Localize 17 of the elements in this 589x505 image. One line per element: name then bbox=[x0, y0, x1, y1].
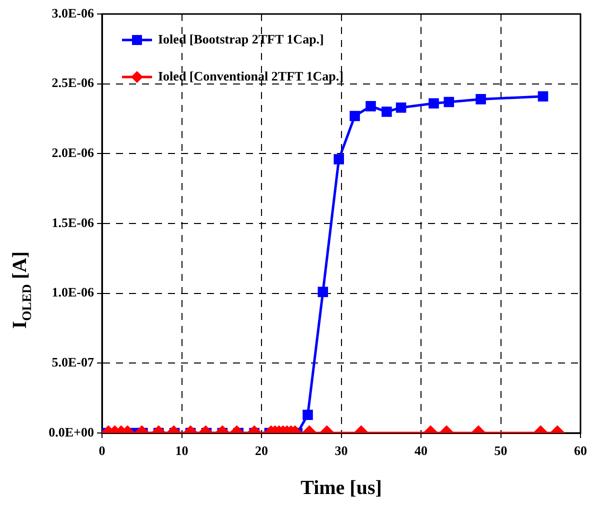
x-tick-label: 60 bbox=[574, 442, 587, 458]
x-tick-label: 20 bbox=[255, 442, 268, 458]
legend-label: Ioled [Bootstrap 2TFT 1Cap.] bbox=[158, 31, 324, 46]
x-tick-label: 0 bbox=[98, 442, 106, 458]
y-tick-label: 2.5E-06 bbox=[52, 75, 94, 90]
x-axis-title: Time [us] bbox=[300, 477, 382, 500]
y-tick-label: 0.0E+00 bbox=[48, 424, 94, 440]
y-tick-label: 1.0E-06 bbox=[52, 284, 94, 300]
x-tick-label: 10 bbox=[175, 442, 188, 458]
x-tick-label: 30 bbox=[334, 442, 348, 458]
y-tick-label: 5.0E-07 bbox=[52, 354, 94, 370]
x-tick-label: 40 bbox=[414, 442, 428, 458]
y-tick-label: 2.0E-06 bbox=[52, 145, 94, 160]
y-tick-label: 3.0E-06 bbox=[52, 5, 94, 20]
x-tick-label: 50 bbox=[494, 442, 508, 458]
y-tick-label: 1.5E-06 bbox=[52, 214, 94, 230]
legend-label: Ioled [Conventional 2TFT 1Cap.] bbox=[158, 68, 344, 84]
